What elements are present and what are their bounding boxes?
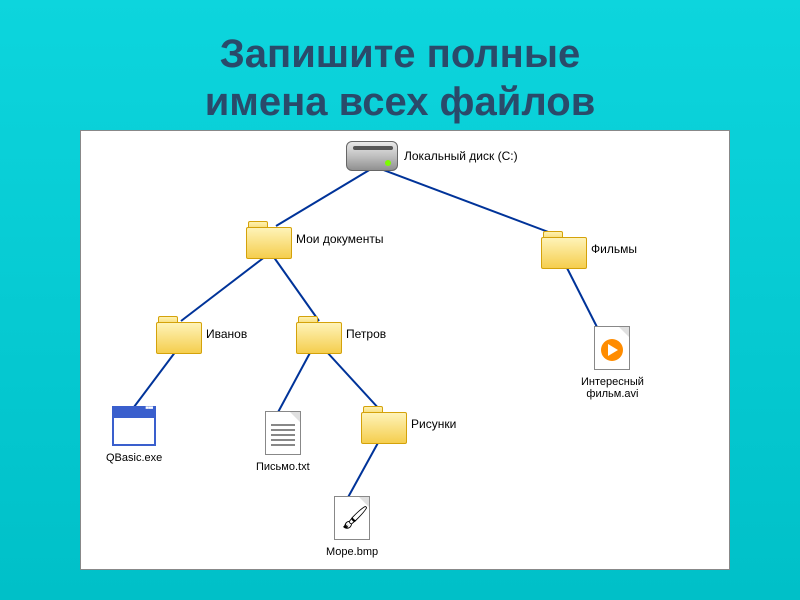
slide-title: Запишите полные имена всех файлов (0, 0, 800, 126)
edge-ivanov-qbasic (131, 351, 176, 411)
diagram-container: Локальный диск (C:) Мои документы Фильмы Ив… (80, 130, 730, 570)
node-label: Локальный диск (C:) (404, 149, 518, 163)
folder-icon (156, 316, 200, 352)
edge-petrov-letter (276, 351, 311, 416)
node-label: QBasic.exe (106, 452, 162, 464)
node-label: Рисунки (411, 417, 456, 431)
node-label: Иванов (206, 327, 247, 341)
txt-icon (265, 411, 301, 455)
app-icon (112, 406, 156, 446)
node-label: Море.bmp (326, 546, 378, 558)
slide: Запишите полные имена всех файлов Локаль… (0, 0, 800, 600)
node-root: Локальный диск (C:) (346, 141, 518, 171)
title-line-2: имена всех файлов (0, 78, 800, 126)
edge-root-mydocs (276, 169, 371, 226)
edge-root-films (381, 169, 559, 236)
node-ivanov: Иванов (156, 316, 247, 352)
edge-mydocs-petrov (273, 256, 319, 321)
node-label: Фильмы (591, 242, 637, 256)
node-label: Интересный фильм.avi (581, 376, 644, 400)
edge-pics-sea (346, 441, 379, 501)
node-petrov: Петров (296, 316, 386, 352)
folder-icon (361, 406, 405, 442)
edge-films-movie (566, 266, 599, 331)
folder-icon (296, 316, 340, 352)
node-qbasic: QBasic.exe (106, 406, 162, 464)
node-label: Письмо.txt (256, 461, 310, 473)
node-label: Мои документы (296, 232, 383, 246)
disk-icon (346, 141, 398, 171)
node-pics: Рисунки (361, 406, 456, 442)
folder-icon (541, 231, 585, 267)
file-tree-diagram: Локальный диск (C:) Мои документы Фильмы Ив… (81, 131, 729, 569)
avi-icon (594, 326, 630, 370)
bmp-icon (334, 496, 370, 540)
node-movie: Интересный фильм.avi (581, 326, 644, 400)
folder-icon (246, 221, 290, 257)
edge-petrov-pics (326, 351, 381, 411)
title-line-1: Запишите полные (0, 30, 800, 78)
node-sea: Море.bmp (326, 496, 378, 558)
edge-mydocs-ivanov (181, 256, 266, 321)
node-letter: Письмо.txt (256, 411, 310, 473)
node-mydocs: Мои документы (246, 221, 383, 257)
node-label: Петров (346, 327, 386, 341)
node-films: Фильмы (541, 231, 637, 267)
